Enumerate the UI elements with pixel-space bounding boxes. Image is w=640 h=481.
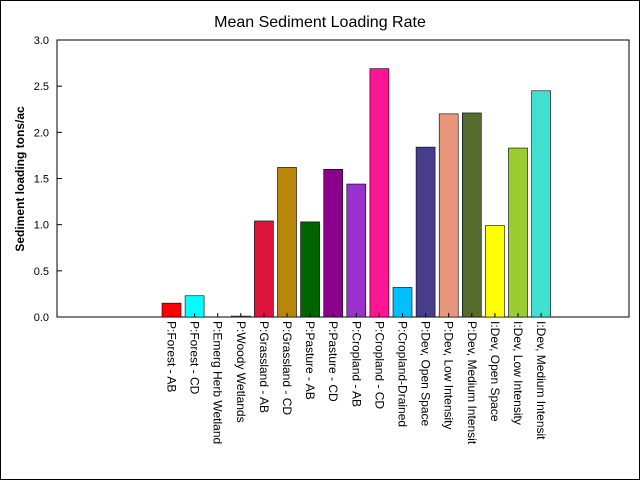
x-tick-label: I:Dev, Open Space	[488, 321, 502, 422]
x-tick-label: P:Pasture - CD	[326, 321, 340, 402]
y-tick-label: 1.5	[34, 174, 49, 186]
x-tick-label: P:Grassland - AB	[257, 321, 271, 413]
y-tick-label: 2.5	[34, 81, 49, 93]
bar	[254, 220, 274, 318]
bar	[369, 68, 390, 318]
plot-area: 0.0 0.5 1.0 1.5 2.0 2.5 3.0 P:Forest - AB P:Fore…	[34, 35, 630, 445]
y-tick-label: 0.0	[34, 312, 49, 324]
y-tick-label: 2.0	[34, 127, 49, 139]
bar	[300, 221, 320, 318]
x-tick-label: P:Dev, Medium Intensit	[465, 321, 479, 445]
bar	[277, 167, 297, 318]
bar	[346, 183, 367, 318]
y-tick-label: 3.0	[34, 35, 49, 47]
bar	[323, 168, 344, 318]
x-tick-label: P:Forest - CD	[188, 321, 202, 395]
x-tick-label: P:Dev, Open Space	[419, 321, 433, 426]
x-tick-label: P:Cropland-Drained	[396, 321, 410, 427]
x-tick-label: I:Dev, Low Intensity	[511, 321, 525, 425]
x-tick-label: I:Dev, Medium Intensit	[534, 321, 548, 440]
chart-title: Mean Sediment Loading Rate	[214, 14, 426, 31]
bar	[392, 287, 413, 318]
y-tick-label: 1.0	[34, 220, 49, 232]
x-tick-label: P:Cropland - CD	[372, 321, 386, 409]
x-tick-label: P:Emerg Herb Wetland	[211, 321, 225, 444]
y-axis-label: Sediment loading tons/ac	[13, 106, 27, 252]
x-tick-label: P:Pasture - AB	[303, 321, 317, 400]
x-tick-label: P:Woody Wetlands	[234, 321, 248, 423]
x-tick-label: P:Cropland - AB	[349, 321, 363, 407]
bar	[531, 90, 551, 318]
bar	[508, 147, 528, 318]
bar	[461, 112, 482, 318]
bar	[415, 146, 436, 318]
x-tick-label: P:Forest - AB	[165, 321, 179, 392]
bar	[485, 225, 505, 318]
bar	[438, 113, 459, 318]
x-tick-label: P:Grassland - CD	[280, 321, 294, 415]
y-tick-label: 0.5	[34, 266, 49, 278]
x-tick-label: P:Dev, Low Intensity	[442, 321, 456, 430]
